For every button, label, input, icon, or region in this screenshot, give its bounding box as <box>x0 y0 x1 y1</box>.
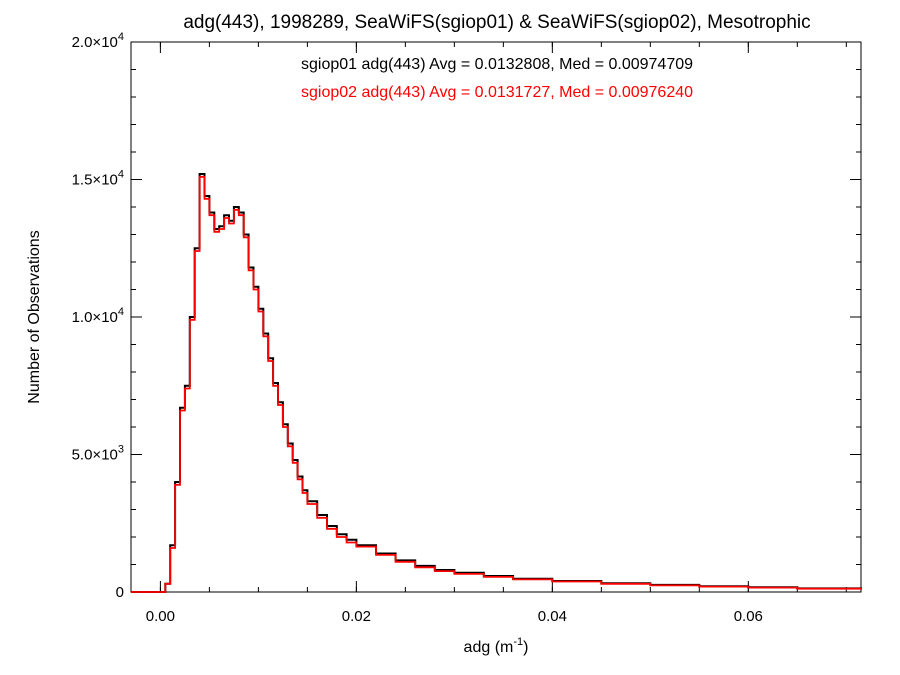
plot-frame <box>130 41 862 593</box>
y-tick-label: 1.5×104 <box>72 169 124 189</box>
x-axis-label: adg (m-1) <box>464 636 529 656</box>
x-axis-label-base: adg (m <box>464 639 514 656</box>
histogram-series <box>131 173 862 593</box>
series-line-2 <box>131 175 862 593</box>
y-tick-label: 2.0×104 <box>72 31 124 51</box>
series-line-1 <box>131 173 862 593</box>
x-tick-label: 0.00 <box>146 608 175 625</box>
chart-title: adg(443), 1998289, SeaWiFS(sgiop01) & Se… <box>183 12 810 33</box>
x-tick-label: 0.04 <box>538 608 567 625</box>
y-tick-label: 1.0×104 <box>72 306 124 326</box>
y-tick-label: 0 <box>116 584 124 601</box>
x-axis-label-end: ) <box>523 639 528 656</box>
x-axis-label-sup: -1 <box>513 636 523 648</box>
annotation-sgiop02: sgiop02 adg(443) Avg = 0.0131727, Med = … <box>301 84 693 101</box>
x-tick-labels: 0.00 0.02 0.04 0.06 <box>146 608 763 625</box>
axis-ticks <box>131 41 861 593</box>
y-axis-label: Number of Observations <box>26 230 43 403</box>
y-tick-label: 5.0×103 <box>72 444 124 464</box>
x-tick-label: 0.06 <box>734 608 763 625</box>
y-tick-labels: 0 5.0×103 1.0×104 1.5×104 2.0×104 <box>72 31 124 601</box>
x-tick-label: 0.02 <box>342 608 371 625</box>
annotation-sgiop01: sgiop01 adg(443) Avg = 0.0132808, Med = … <box>301 56 693 73</box>
